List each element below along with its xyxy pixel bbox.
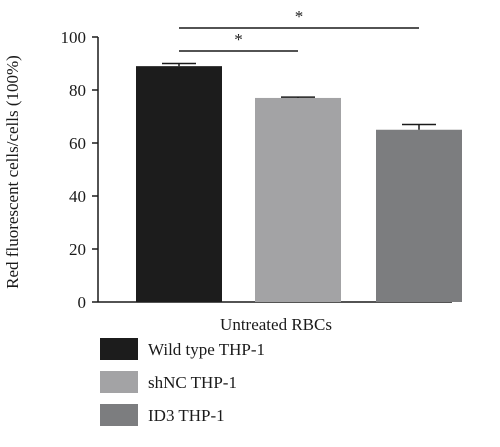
y-tick-label: 40 xyxy=(69,187,86,206)
y-tick-label: 0 xyxy=(78,293,87,312)
significance-annotations: ** xyxy=(179,7,419,52)
y-tick-label: 20 xyxy=(69,240,86,259)
bar xyxy=(136,66,222,303)
significance-star: * xyxy=(295,7,304,26)
significance-star: * xyxy=(234,30,243,49)
legend: Wild type THP-1 shNC THP-1 ID3 THP-1 xyxy=(100,338,265,426)
legend-swatch xyxy=(100,338,138,360)
bar xyxy=(376,129,462,302)
y-tick-label: 100 xyxy=(61,28,87,47)
y-tick-label: 60 xyxy=(69,134,86,153)
legend-label: shNC THP-1 xyxy=(148,373,237,392)
x-axis-title: Untreated RBCs xyxy=(220,315,332,334)
legend-label: Wild type THP-1 xyxy=(148,340,265,359)
legend-label: ID3 THP-1 xyxy=(148,406,225,425)
legend-swatch xyxy=(100,404,138,426)
legend-swatch xyxy=(100,371,138,393)
bar xyxy=(255,97,341,302)
y-axis-title: Red fluorescent cells/cells (100%) xyxy=(3,55,22,289)
y-tick-label: 80 xyxy=(69,81,86,100)
bars xyxy=(136,62,462,303)
